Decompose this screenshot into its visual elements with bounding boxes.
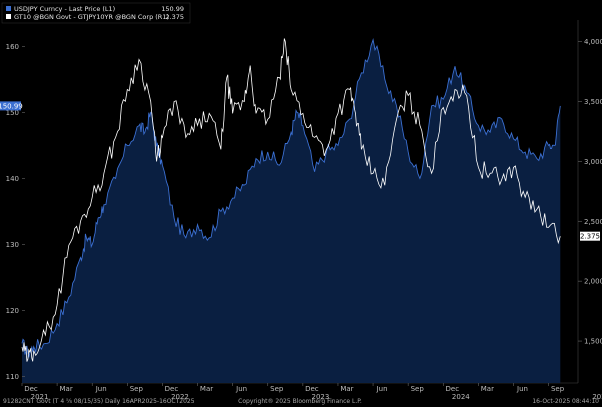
footer-timestamp: 16-Oct-2025 08:44:10 bbox=[532, 398, 599, 405]
x-axis-ticks: Dec Mar Jun Sep Dec Mar Jun Sep Dec Mar Jun Sep Dec M… bbox=[21, 383, 602, 401]
right-tick-label: 4,000 bbox=[584, 38, 602, 46]
right-tick-label: 2,000 bbox=[584, 278, 602, 286]
left-last-value-marker: 150.99 bbox=[0, 101, 23, 111]
x-month-label: Sep bbox=[270, 385, 284, 393]
x-month-label: Dec bbox=[305, 385, 319, 393]
left-tick-label: 160 bbox=[6, 43, 19, 51]
right-tick-label: 3,000 bbox=[584, 158, 602, 166]
legend-label-usdjpy: USDJPY Curncy - Last Price (L1) bbox=[14, 5, 115, 13]
x-month-label: Sep bbox=[411, 385, 425, 393]
series-lines-layer bbox=[21, 38, 561, 362]
legend-swatch-gt10 bbox=[6, 14, 11, 19]
right-axis-ticks: 4,000 3,500 3,000 2,500 2,000 1,500 bbox=[578, 38, 602, 346]
left-tick-label: 110 bbox=[6, 373, 19, 381]
x-month-label: Dec bbox=[24, 385, 38, 393]
legend-swatch-usdjpy bbox=[6, 6, 11, 11]
right-tick-label: 3,500 bbox=[584, 98, 602, 106]
legend: USDJPY Curncy - Last Price (L1) 150.99 G… bbox=[1, 2, 191, 24]
x-month-label: Sep bbox=[130, 385, 144, 393]
right-tick-label: 2,500 bbox=[584, 218, 602, 226]
x-month-label: Mar bbox=[481, 385, 494, 393]
x-month-label: Dec bbox=[165, 385, 179, 393]
legend-value-usdjpy: 150.99 bbox=[161, 5, 184, 13]
usdjpy-area bbox=[22, 39, 561, 384]
x-year-label: 2021 bbox=[31, 393, 49, 401]
x-month-label: Mar bbox=[59, 385, 72, 393]
x-month-label: Jun bbox=[235, 385, 247, 393]
x-year-label: 2025 bbox=[592, 393, 602, 401]
x-month-label: Mar bbox=[200, 385, 213, 393]
x-month-label: Jun bbox=[95, 385, 107, 393]
legend-value-gt10: 2.375 bbox=[165, 13, 184, 21]
left-axis-ticks: 160 150 140 130 120 110 bbox=[6, 43, 25, 381]
x-month-label: Jun bbox=[516, 385, 528, 393]
gt10-line bbox=[21, 38, 561, 362]
footer-copyright: Copyright® 2025 Bloomberg Finance L.P. bbox=[238, 398, 362, 405]
footer-security-info: 91282CNT Govt (T 4 ⅝ 08/15/35) Daily 16A… bbox=[3, 398, 195, 405]
right-last-value-marker: 2.375 bbox=[580, 231, 600, 241]
usdjpy-area-layer bbox=[22, 39, 561, 384]
left-tick-label: 120 bbox=[6, 307, 19, 315]
left-tick-label: 130 bbox=[6, 241, 19, 249]
right-tick-label: 1,500 bbox=[584, 338, 602, 346]
legend-box bbox=[1, 2, 191, 24]
legend-label-gt10: GT10 @BGN Govt - GTJPY10YR @BGN Corp (R1… bbox=[14, 13, 169, 21]
x-month-label: Mar bbox=[340, 385, 353, 393]
x-month-label: Jun bbox=[376, 385, 388, 393]
x-year-label: 2022 bbox=[171, 393, 189, 401]
left-last-value-label: 150.99 bbox=[0, 102, 23, 110]
left-tick-label: 150 bbox=[6, 109, 19, 117]
x-month-label: Sep bbox=[551, 385, 565, 393]
x-month-label: Dec bbox=[446, 385, 460, 393]
x-year-label: 2023 bbox=[311, 393, 329, 401]
x-year-label: 2024 bbox=[452, 393, 470, 401]
usdjpy-line bbox=[21, 38, 561, 358]
left-tick-label: 140 bbox=[6, 175, 19, 183]
right-last-value-label: 2.375 bbox=[580, 233, 600, 241]
